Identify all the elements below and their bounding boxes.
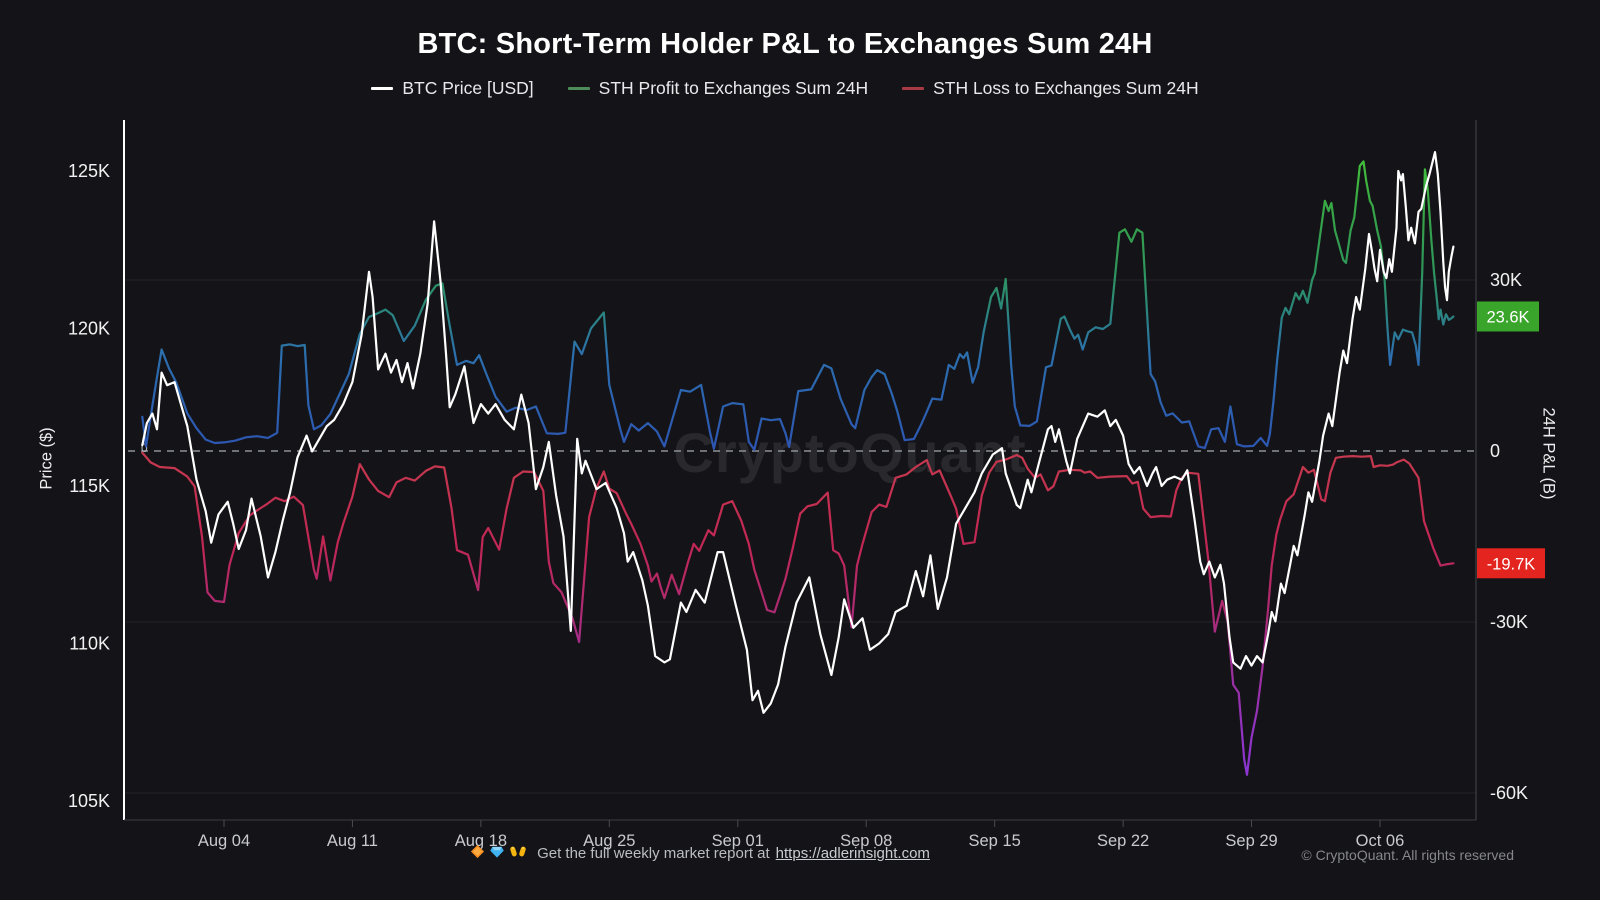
pnl-badge-profit [1477,301,1539,332]
date-tick-label: Aug 11 [327,832,378,850]
orange-diamond-icon [470,844,485,863]
legend-item-label: STH Loss to Exchanges Sum 24H [933,78,1199,98]
pnl-tick-label: 0 [1490,441,1500,461]
page-title: BTC: Short-Term Holder P&L to Exchanges … [417,28,1153,60]
date-tick-label: Sep 29 [1225,832,1277,850]
series-btc-price-usd- [141,151,1455,714]
series-sth-profit-to-exchanges-sum-24h [141,160,1455,451]
price-tick-label: 105K [68,791,110,811]
promo-icons [470,844,527,863]
legend-swatch-icon [902,87,925,90]
pnl-badge-profit-label: 23.6K [1486,308,1529,326]
gem-icon [489,844,505,863]
promo-link[interactable]: https://adlerinsight.com [775,845,930,862]
pnl-tick-label: -30K [1490,612,1528,632]
legend-swatch-icon [371,87,394,90]
price-tick-label: 120K [68,319,110,339]
y-axis-title-price: Price ($) [37,427,56,490]
copyright-text: © CryptoQuant. All rights reserved [1301,847,1514,863]
series-origin-label: 0 [141,441,148,455]
legend-swatch-icon [567,87,590,90]
pnl-badge-loss-label: -19.7K [1487,555,1536,573]
watermark: CryptoQuant [673,421,1026,484]
date-tick-label: Oct 06 [1356,832,1405,850]
y-axis-title-pnl: 24H P&L (B) [1539,407,1558,500]
legend-item-1[interactable]: STH Profit to Exchanges Sum 24H [567,78,869,99]
promo-text: Get the full weekly market report at [537,845,770,862]
pnl-tick-label: 30K [1490,270,1522,290]
date-tick-label: Sep 01 [712,832,764,850]
date-tick-label: Aug 04 [198,832,250,850]
raised-hands-icon [509,844,527,863]
pnl-tick-label: -60K [1490,783,1528,803]
date-tick-label: Sep 22 [1097,832,1149,850]
date-tick-label: Aug 25 [583,832,635,850]
date-tick-label: Aug 18 [455,832,507,850]
price-tick-label: 125K [68,161,110,181]
date-tick-label: Sep 15 [969,832,1021,850]
legend-item-0[interactable]: BTC Price [USD] [371,78,534,99]
price-tick-label: 115K [69,476,110,496]
chart-legend: BTC Price [USD] STH Profit to Exchanges S… [0,78,1570,99]
series-sth-loss-to-exchanges-sum-24h [141,451,1455,776]
price-tick-label: 110K [69,634,110,654]
legend-item-label: STH Profit to Exchanges Sum 24H [598,78,869,98]
date-tick-label: Sep 08 [840,832,892,850]
legend-item-label: BTC Price [USD] [402,78,534,98]
pnl-badge-loss [1477,548,1545,579]
footer-promo: Get the full weekly market report at htt… [0,844,1400,863]
legend-item-2[interactable]: STH Loss to Exchanges Sum 24H [902,78,1199,99]
